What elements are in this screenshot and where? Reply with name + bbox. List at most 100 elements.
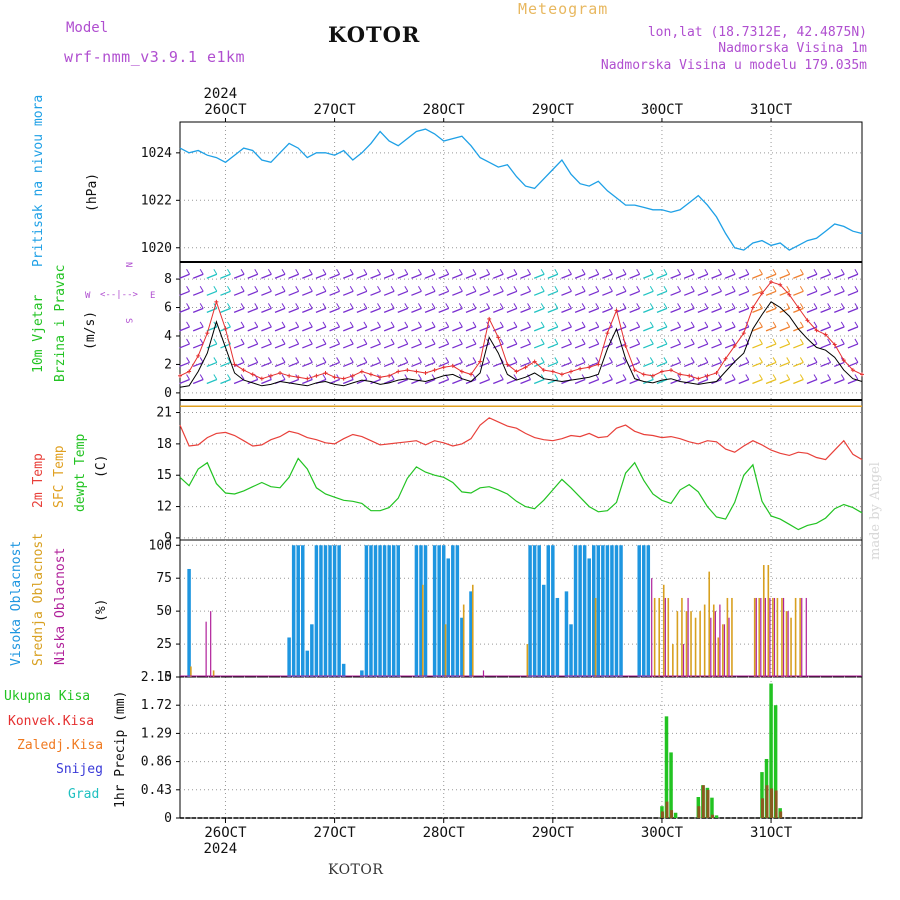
day-label-top: 28OCT [423,102,466,118]
cloud-bar [301,545,305,677]
wind-barb [765,343,777,349]
cloud-bar [772,597,774,677]
wind-barb [643,343,654,349]
wind-barb [677,268,682,275]
model-label: Model [66,20,109,36]
wind-barb [697,361,709,368]
model-version: wrf-nmm_v3.9.1 e1km [64,48,246,66]
wind-barb [274,307,286,313]
wind-barb [506,273,518,279]
wind-barb [656,361,668,368]
wind-barb [697,290,709,296]
wind-barb [281,357,286,363]
wind-barb [424,307,436,313]
wind-barb [772,268,777,275]
cloud-bar [528,545,532,677]
wind-barb [643,290,654,296]
wind-barb [561,307,572,313]
wind-barb [383,307,395,313]
wind-barb [417,303,422,309]
wind-barb [554,268,559,275]
wind-barb [179,273,190,279]
wind-barb [813,338,818,345]
wind-barb [834,378,845,385]
wind-barb [649,303,654,309]
wind-barb [772,303,777,309]
wind-barb [322,338,327,345]
wind-barb [745,303,750,309]
temp-frame [179,399,863,541]
wind-barb [452,326,463,332]
wind-barb [758,357,763,363]
wind-barb [670,307,681,313]
cloud-bar [764,597,766,677]
wind-barb [758,303,763,309]
wind-barb [820,273,831,279]
precip-bar [664,716,669,818]
wind-barb [458,321,463,328]
wind-barb [465,273,477,279]
cloud-bar [296,545,300,677]
wind-barb [179,290,190,296]
cloud-bar [605,545,610,677]
wind-barb [588,326,599,332]
wind-barb [533,307,545,313]
wind-barb [261,290,272,296]
wind-barb [363,268,368,275]
temp-ytick-label: 18 [156,437,172,452]
wind-barb [438,361,449,368]
precip-bar [660,811,664,818]
compass-west: W [85,291,91,301]
wind-barb [554,374,559,380]
wind-barb [704,357,709,363]
wind-barb [438,273,449,279]
wind-barb [302,290,313,296]
cloud-bar [555,597,560,677]
cloud-bar [672,644,674,677]
wind-barb [281,321,286,328]
wind-barb [588,273,599,279]
day-label-bottom: 28OCT [423,825,466,841]
cloud-bar [578,545,582,677]
wind-barb [574,307,586,313]
wind-barb [588,307,599,313]
wind-barb [527,321,531,328]
wind-barb [179,378,190,385]
cloud-bar [794,597,797,677]
wind-barb [813,286,818,292]
wind-labels: 10m Vjetar Brzina i Pravac (m/s) N S W E… [31,262,155,382]
wind-barb [840,321,845,328]
wind-barb [663,374,668,380]
cloud-bar [658,597,660,677]
lonlat-label: lon,lat (18.7312E, 42.4875N) [647,25,867,40]
wind-barb [765,273,777,279]
wind-barb [322,374,327,380]
cloud-bar [532,545,537,677]
wind-barb [738,307,750,313]
cloud-bar [682,644,685,677]
wind-barb [602,326,613,332]
wind-barb [295,321,300,328]
wind-barb [690,357,695,363]
wind-barb [602,343,613,349]
cloud-bar [801,597,803,677]
wind-barb [452,290,463,296]
wind-barb [643,273,654,279]
precip-bar [779,811,783,818]
wind-barb [854,374,859,380]
wind-barb [663,268,668,275]
wind-barb [322,321,327,328]
wind-barb [547,307,559,313]
wind-barb [718,268,722,275]
wind-barb [561,273,572,279]
wind-barb [342,378,354,385]
wind-barb [738,361,750,368]
wind-barb [417,374,422,380]
wind-barb [690,321,695,328]
wind-unit: (m/s) [83,311,98,350]
wind-barb [827,374,832,380]
wind-barb [806,273,818,279]
wind-barb [683,273,695,279]
wind-barb [540,268,545,275]
wind-barb [643,326,654,332]
